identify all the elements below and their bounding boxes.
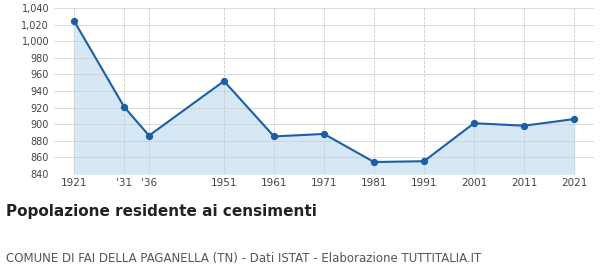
Point bbox=[569, 117, 579, 121]
Point bbox=[144, 133, 154, 138]
Point bbox=[119, 104, 129, 109]
Point bbox=[469, 121, 479, 125]
Point bbox=[369, 160, 379, 164]
Text: COMUNE DI FAI DELLA PAGANELLA (TN) - Dati ISTAT - Elaborazione TUTTITALIA.IT: COMUNE DI FAI DELLA PAGANELLA (TN) - Dat… bbox=[6, 252, 481, 265]
Point bbox=[319, 132, 329, 136]
Point bbox=[269, 134, 279, 139]
Point bbox=[219, 79, 229, 83]
Point bbox=[419, 159, 429, 164]
Point bbox=[519, 123, 529, 128]
Point bbox=[69, 18, 79, 23]
Text: Popolazione residente ai censimenti: Popolazione residente ai censimenti bbox=[6, 204, 317, 220]
